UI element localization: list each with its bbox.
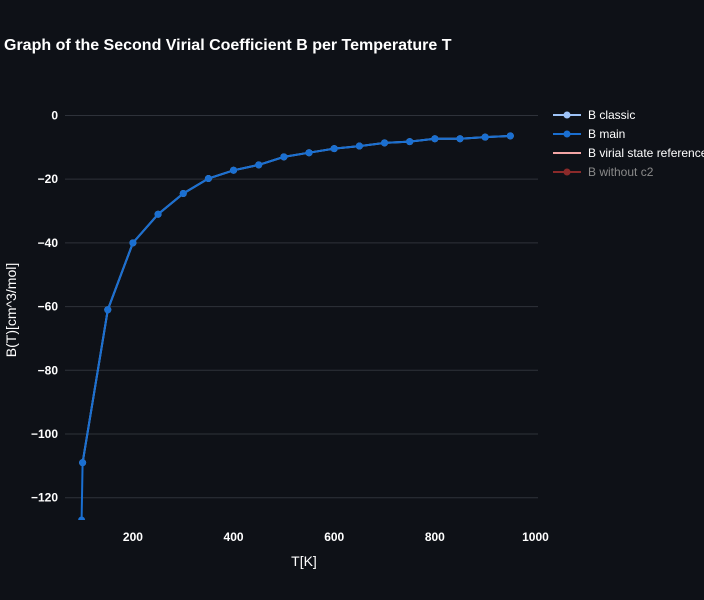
- series-group: [78, 132, 514, 524]
- data-point[interactable]: [481, 133, 489, 141]
- y-tick-labels: 0 −20 −40 −60 −80 −100 −120: [31, 108, 58, 504]
- data-point[interactable]: [355, 142, 363, 150]
- legend-label: B main: [588, 127, 625, 141]
- y-tick-label: −100: [31, 427, 58, 441]
- data-point[interactable]: [280, 153, 288, 161]
- y-axis-title: B(T)[cm^3/mol]: [3, 263, 19, 357]
- data-point[interactable]: [506, 132, 514, 140]
- data-point[interactable]: [104, 306, 112, 314]
- legend-label: B classic: [588, 108, 635, 122]
- data-point[interactable]: [431, 135, 439, 143]
- series-line-0: [81, 134, 511, 463]
- data-point[interactable]: [204, 175, 212, 183]
- chart-title: Graph of the Second Virial Coefficient B…: [4, 37, 452, 54]
- data-point[interactable]: [255, 161, 263, 169]
- x-tick-label: 400: [224, 530, 244, 544]
- legend-swatch-marker: [563, 130, 571, 138]
- y-tick-label: −80: [38, 363, 59, 377]
- legend-swatch-marker: [563, 111, 571, 119]
- y-tick-label: −40: [38, 236, 59, 250]
- data-point[interactable]: [406, 138, 414, 146]
- legend-swatch-marker: [563, 168, 571, 176]
- grid-layer: [65, 114, 538, 499]
- data-point[interactable]: [79, 459, 87, 467]
- series-line-1: [80, 134, 511, 520]
- y-tick-label: −120: [31, 491, 58, 505]
- data-point[interactable]: [305, 149, 313, 157]
- legend-item[interactable]: B main: [553, 127, 625, 141]
- legend-item[interactable]: B without c2: [553, 165, 654, 179]
- data-point[interactable]: [230, 166, 238, 174]
- data-point[interactable]: [330, 145, 338, 153]
- plot-area: [78, 132, 514, 524]
- x-tick-label: 1000: [522, 530, 549, 544]
- data-point[interactable]: [78, 516, 86, 524]
- x-tick-label: 600: [324, 530, 344, 544]
- data-point[interactable]: [381, 139, 389, 147]
- y-tick-label: 0: [51, 108, 58, 122]
- legend[interactable]: B classic B main B virial state reference B…: [553, 108, 704, 179]
- x-tick-labels: 200 400 600 800 1000: [123, 530, 549, 544]
- legend-label: B virial state reference: [588, 146, 704, 160]
- data-point[interactable]: [154, 210, 162, 218]
- legend-label: B without c2: [588, 165, 654, 179]
- legend-item[interactable]: B virial state reference: [553, 146, 704, 160]
- x-tick-label: 200: [123, 530, 143, 544]
- legend-item[interactable]: B classic: [553, 108, 635, 122]
- data-point[interactable]: [456, 135, 464, 143]
- x-axis-title: T[K]: [291, 553, 317, 569]
- data-point[interactable]: [129, 239, 137, 247]
- data-point[interactable]: [179, 190, 187, 198]
- y-tick-label: −20: [38, 172, 59, 186]
- y-tick-label: −60: [38, 300, 59, 314]
- x-tick-label: 800: [425, 530, 445, 544]
